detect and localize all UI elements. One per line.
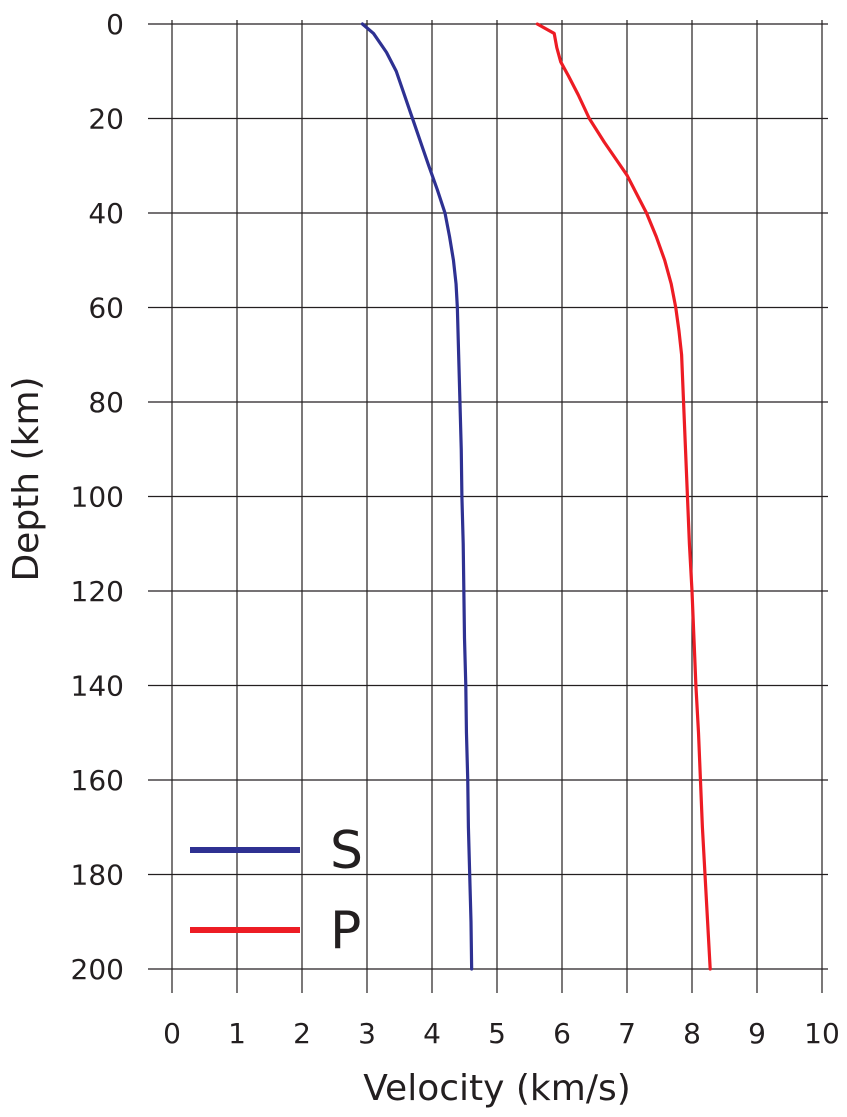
y-tick-label: 80 — [88, 386, 124, 419]
x-tick-label: 5 — [488, 1017, 506, 1050]
x-tick-label: 4 — [423, 1017, 441, 1050]
x-tick-label: 6 — [553, 1017, 571, 1050]
series-layer — [360, 22, 712, 971]
y-tick-label: 20 — [88, 103, 124, 136]
y-tick-label: 60 — [88, 292, 124, 325]
x-tick-label: 9 — [748, 1017, 766, 1050]
y-axis-title: Depth (km) — [6, 376, 47, 581]
y-tick-label: 40 — [88, 197, 124, 230]
x-tick-label: 0 — [163, 1017, 181, 1050]
x-tick-label: 3 — [358, 1017, 376, 1050]
x-axis: 0 1 2 3 4 5 6 7 8 9 10 — [163, 1017, 840, 1050]
y-axis: 0 20 40 60 80 100 120 140 160 180 200 — [71, 8, 124, 986]
y-tick-label: 200 — [71, 953, 124, 986]
y-tick-label: 100 — [71, 481, 124, 514]
x-tick-label: 7 — [618, 1017, 636, 1050]
x-tick-label: 2 — [293, 1017, 311, 1050]
x-tick-label: 1 — [228, 1017, 246, 1050]
y-tick-label: 140 — [71, 670, 124, 703]
y-tick-label: 160 — [71, 764, 124, 797]
x-axis-title: Velocity (km/s) — [363, 1068, 631, 1109]
legend-label-s: S — [330, 821, 363, 881]
y-tick-label: 180 — [71, 859, 124, 892]
series-line-s — [360, 22, 474, 971]
x-tick-label: 10 — [804, 1017, 840, 1050]
legend: SP — [190, 821, 363, 961]
y-tick-label: 120 — [71, 575, 124, 608]
x-tick-label: 8 — [683, 1017, 701, 1050]
series-line-p — [535, 22, 712, 971]
grid — [148, 20, 828, 993]
legend-label-p: P — [330, 901, 361, 961]
y-tick-label: 0 — [106, 8, 124, 41]
